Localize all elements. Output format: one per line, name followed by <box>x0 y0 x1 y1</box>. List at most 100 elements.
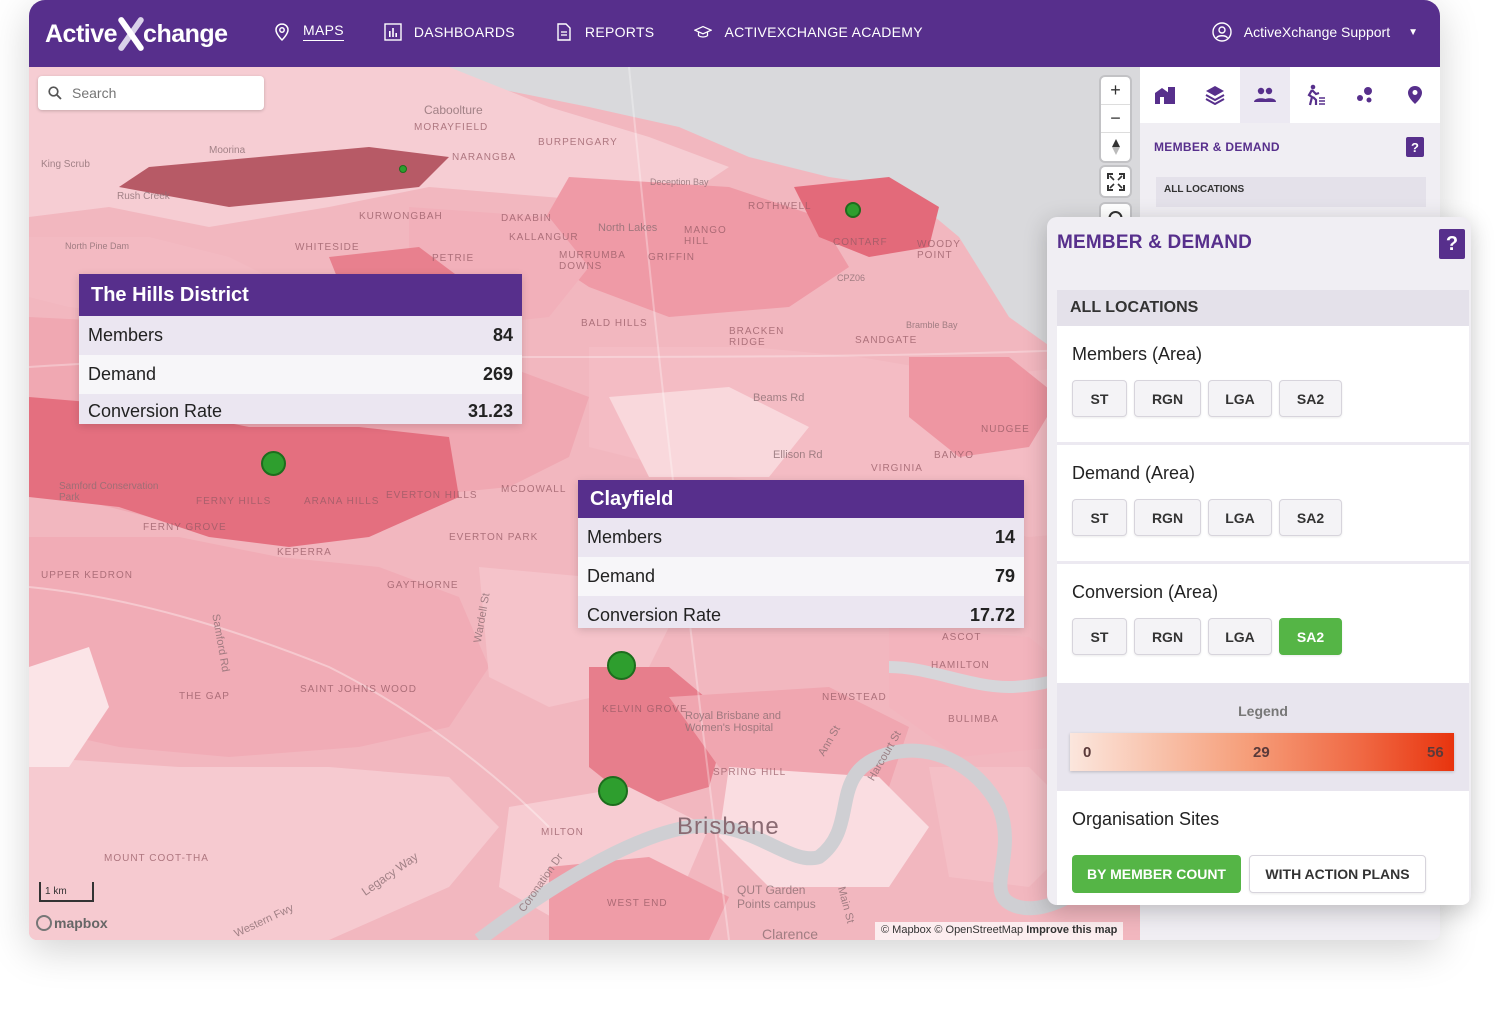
improve-map-link[interactable]: Improve this map <box>1026 924 1118 936</box>
map-label-beams-rd: Beams Rd <box>753 392 805 404</box>
legend: Legend 0 29 56 <box>1057 683 1469 791</box>
conversion-rgn-button[interactable]: RGN <box>1134 618 1201 655</box>
legend-mid-label: 29 <box>1253 744 1270 761</box>
row-value: 17.72 <box>969 605 1015 625</box>
map-label-virginia: VIRGINIA <box>871 463 923 474</box>
conversion-st-button[interactable]: ST <box>1072 618 1127 655</box>
activity-icon <box>1307 84 1325 106</box>
organisation-site-marker[interactable] <box>261 451 286 476</box>
search-input[interactable] <box>72 85 242 101</box>
card-row-conversion-rate: Conversion Rate 17.72 <box>578 596 1024 628</box>
members-rgn-button[interactable]: RGN <box>1134 380 1201 417</box>
map-label-morayfield: MORAYFIELD <box>414 122 489 133</box>
organisation-site-marker[interactable] <box>399 165 407 173</box>
by-member-count-button[interactable]: BY MEMBER COUNT <box>1072 855 1241 893</box>
crosshair-icon <box>1108 211 1123 218</box>
panel-content: ALL LOCATIONS Members (Area) ST RGN LGA … <box>1057 290 1469 905</box>
help-button[interactable]: ? <box>1439 229 1465 259</box>
nav-item-dashboards[interactable]: DASHBOARDS <box>384 22 515 41</box>
map-label-bramble-bay: Bramble Bay <box>906 320 958 330</box>
tab-clusters[interactable] <box>1340 67 1390 123</box>
card-row-demand: Demand 79 <box>578 557 1024 596</box>
document-icon <box>555 22 573 41</box>
sidebar-help-button[interactable]: ? <box>1406 137 1424 157</box>
buildings-icon <box>1155 87 1175 104</box>
user-menu[interactable]: ActiveXchange Support ▼ <box>1212 22 1418 42</box>
map-label-keperra: KEPERRA <box>277 547 332 558</box>
geolocate-button[interactable] <box>1101 204 1130 218</box>
fullscreen-icon <box>1106 172 1125 191</box>
tab-locations[interactable] <box>1390 67 1440 123</box>
organisation-site-marker[interactable] <box>598 776 628 806</box>
map-label-petrie: PETRIE <box>432 253 475 264</box>
members-sa2-button[interactable]: SA2 <box>1279 380 1342 417</box>
demand-st-button[interactable]: ST <box>1072 499 1127 536</box>
nav-item-academy[interactable]: ACTIVEXCHANGE ACADEMY <box>694 22 923 41</box>
card-row-conversion-rate: Conversion Rate 31.23 <box>79 394 522 424</box>
demand-rgn-button[interactable]: RGN <box>1134 499 1201 536</box>
map-label-north-lakes: North Lakes <box>598 222 658 234</box>
compass-button[interactable] <box>1101 133 1130 161</box>
map-label-moorina: Moorina <box>209 145 246 156</box>
zoom-controls: + − <box>1101 77 1130 161</box>
map-label-nudgee: NUDGEE <box>981 424 1030 435</box>
main-nav: MAPS DASHBOARDS REPORTS ACTIVEXCHANGE AC… <box>273 22 963 41</box>
conversion-lga-button[interactable]: LGA <box>1208 618 1272 655</box>
map-label-griffin: GRIFFIN <box>648 252 695 263</box>
row-value: 269 <box>482 364 513 384</box>
row-value: 31.23 <box>467 401 513 421</box>
card-row-demand: Demand 269 <box>79 355 522 394</box>
map-label-upper-kedron: UPPER KEDRON <box>41 570 134 581</box>
tab-layers[interactable] <box>1190 67 1240 123</box>
area-level-buttons: ST RGN LGA SA2 <box>1072 499 1454 536</box>
demand-lga-button[interactable]: LGA <box>1208 499 1272 536</box>
member-demand-panel: MEMBER & DEMAND ? ALL LOCATIONS Members … <box>1047 217 1471 905</box>
map-label-bulimba: BULIMBA <box>948 714 999 725</box>
area-level-buttons: ST RGN LGA SA2 <box>1072 380 1454 417</box>
sidebar-all-locations-header: ALL LOCATIONS <box>1156 177 1426 207</box>
map-label-saint-johns-wood: SAINT JOHNS WOOD <box>300 684 417 695</box>
all-locations-header: ALL LOCATIONS <box>1057 290 1469 326</box>
tab-facilities[interactable] <box>1140 67 1190 123</box>
location-pin-icon <box>1408 86 1422 104</box>
card-row-members: Members 14 <box>578 518 1024 557</box>
zoom-out-button[interactable]: − <box>1101 105 1130 133</box>
map-label-narangba: NARANGBA <box>452 152 517 163</box>
fullscreen-button[interactable] <box>1101 167 1130 196</box>
region-info-card-hills-district: The Hills District Members 84 Demand 269 C… <box>79 274 522 424</box>
map-label-murrumba-downs: MURRUMBA DOWNS <box>559 250 626 272</box>
organisation-site-marker[interactable] <box>607 651 636 680</box>
card-rows: Members 84 Demand 269 Conversion Rate 31.23 <box>79 316 522 424</box>
map-label-milton: MILTON <box>541 827 584 838</box>
map-label-burpengary: BURPENGARY <box>538 137 618 148</box>
map-label-west-end: WEST END <box>607 898 668 909</box>
nav-item-maps[interactable]: MAPS <box>273 22 344 41</box>
mapbox-logo[interactable]: mapbox <box>36 915 108 931</box>
map-label-mount-coot-tha: MOUNT COOT-THA <box>104 853 209 864</box>
row-label: Conversion Rate <box>587 605 722 625</box>
map-label-mango-hill: MANGO HILL <box>684 225 727 247</box>
map-label-gaythorne: GAYTHORNE <box>387 580 459 591</box>
map-label-everton-park: EVERTON PARK <box>449 532 539 543</box>
map-canvas[interactable]: Brisbane THE GAP MILTON SPRING HILL KELV… <box>29 67 1140 940</box>
tab-members[interactable] <box>1240 67 1290 123</box>
with-action-plans-button[interactable]: WITH ACTION PLANS <box>1249 855 1426 893</box>
row-value: 14 <box>994 527 1015 547</box>
map-label-cpz06: CPZ06 <box>837 273 866 283</box>
organisation-site-marker[interactable] <box>845 202 861 218</box>
card-title: Clayfield <box>578 480 1024 518</box>
map-search-box[interactable] <box>38 76 264 110</box>
nav-item-reports[interactable]: REPORTS <box>555 22 655 41</box>
panel-title: MEMBER & DEMAND <box>1057 232 1253 253</box>
members-st-button[interactable]: ST <box>1072 380 1127 417</box>
row-label: Demand <box>587 566 656 586</box>
conversion-sa2-button[interactable]: SA2 <box>1279 618 1342 655</box>
zoom-in-button[interactable]: + <box>1101 77 1130 105</box>
map-label-ascot: ASCOT <box>942 632 982 643</box>
conversion-area-block: Conversion (Area) ST RGN LGA SA2 <box>1057 564 1469 683</box>
demand-sa2-button[interactable]: SA2 <box>1279 499 1342 536</box>
activexchange-logo[interactable]: Active change <box>45 14 228 54</box>
graduation-cap-icon <box>694 23 713 41</box>
members-lga-button[interactable]: LGA <box>1208 380 1272 417</box>
tab-participation[interactable] <box>1290 67 1340 123</box>
